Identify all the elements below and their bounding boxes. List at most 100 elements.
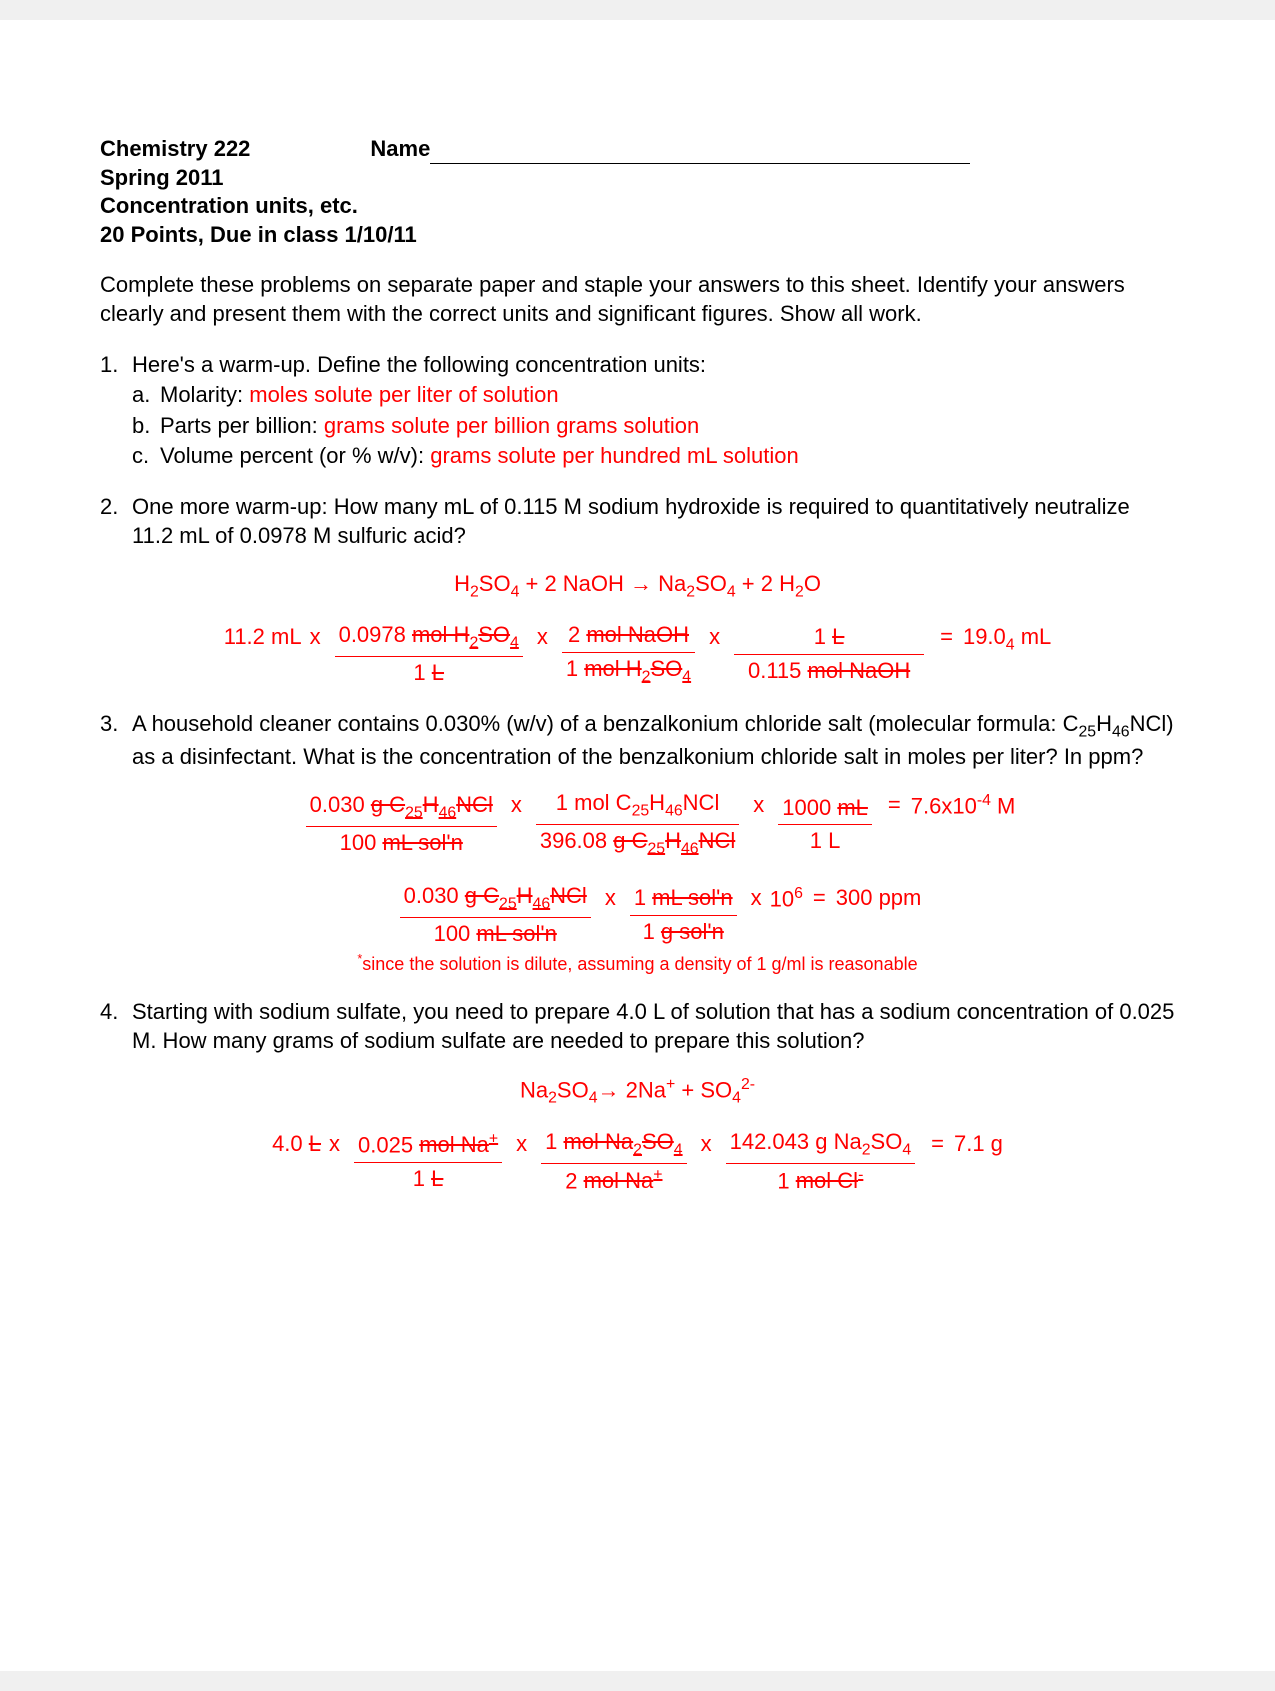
problem-4: 4. Starting with sodium sulfate, you nee… [100, 998, 1175, 1055]
da-numerator: 2 mol NaOH [562, 621, 695, 653]
da-fraction: 1 mL sol'n 1 g sol'n [624, 884, 743, 946]
da-numerator: 1 mol C25H46NCl [536, 789, 739, 825]
da-times: x [745, 789, 772, 820]
da-times: x [597, 882, 624, 913]
t: 25 [405, 805, 423, 822]
da-result: 7.6x10-4 M [911, 789, 1016, 821]
da-numerator: 0.025 mol Na+ [354, 1130, 502, 1163]
t: 19.0 [963, 624, 1006, 649]
t: 142.043 g Na [730, 1129, 862, 1154]
header-row: Chemistry 222 Name [100, 135, 1175, 164]
t: NCl [683, 790, 720, 815]
da-denominator: 1 L [778, 825, 872, 856]
da-times: x [701, 621, 728, 652]
q4-equation: Na2SO4→ 2Na+ + SO42- [100, 1075, 1175, 1109]
problem-1: 1. Here's a warm-up. Define the followin… [100, 351, 1175, 471]
t: 1 [413, 1166, 431, 1191]
t: H [665, 828, 681, 853]
eq-part: + 2 NaOH → Na [519, 571, 686, 596]
t: 0.115 [748, 658, 808, 683]
t: mol Cl [796, 1168, 858, 1193]
da-fraction: 2 mol NaOH 1 mol H2SO4 [556, 621, 701, 688]
t: g C [613, 828, 647, 853]
t: mol H2SO4 [412, 622, 519, 647]
t: 100 [434, 921, 477, 946]
t: L [431, 1166, 443, 1191]
da-fraction: 1 L 0.115 mol NaOH [728, 623, 930, 685]
t: SO [557, 1078, 589, 1103]
da-numerator: 0.0978 mol H2SO4 [335, 621, 523, 657]
problem-number: 3. [100, 710, 132, 772]
da-fraction: 1 mol C25H46NCl 396.08 g C25H46NCl [530, 789, 745, 860]
eq-part: O [804, 571, 821, 596]
q1a-label: Molarity: [160, 382, 249, 407]
points-label: 20 Points, Due in class 1/10/11 [100, 221, 1175, 250]
da-numerator: 1 L [734, 623, 924, 655]
eq-sub: 4 [727, 584, 736, 601]
sub-letter: c. [132, 442, 160, 471]
t: M [991, 794, 1015, 819]
da-equals: = [930, 621, 963, 652]
t: 46 [533, 896, 551, 913]
t: SO [642, 1129, 674, 1154]
t: 10 [770, 887, 794, 912]
t: g C25H46NCl [371, 792, 493, 817]
t: g C25H46NCl [613, 828, 735, 853]
q1b-answer: grams solute per billion grams solution [324, 413, 699, 438]
t: mol NaOH [586, 622, 689, 647]
t: 2 [565, 1168, 583, 1193]
t: 0.030 [310, 792, 371, 817]
t: 1 mol C [556, 790, 632, 815]
problem-body: Starting with sodium sulfate, you need t… [132, 998, 1175, 1055]
t: Na [520, 1078, 548, 1103]
t: 1 [814, 624, 832, 649]
da-term: 106 [770, 882, 803, 914]
da-denominator: 2 mol Na+ [541, 1164, 686, 1196]
t: 4 [589, 1090, 598, 1107]
sub-body: Molarity: moles solute per liter of solu… [160, 381, 1175, 410]
t: mol Na [419, 1132, 489, 1157]
da-denominator: 1 L [354, 1163, 502, 1194]
da-denominator: 1 L [335, 657, 523, 688]
t: mol Na+ [419, 1132, 498, 1157]
da-equals: = [921, 1128, 954, 1159]
name-label: Name [370, 135, 970, 164]
da-numerator: 1 mol Na2SO4 [541, 1128, 686, 1164]
q1a: a. Molarity: moles solute per liter of s… [132, 381, 1175, 410]
da-times: x [743, 882, 770, 913]
t: 4.0 [272, 1131, 309, 1156]
t: 0.030 [404, 883, 465, 908]
q2-equation: H2SO4 + 2 NaOH → Na2SO4 + 2 H2O [100, 570, 1175, 603]
t: SO [871, 1129, 903, 1154]
da-numerator: 0.030 g C25H46NCl [400, 882, 591, 918]
t: mL sol'n [652, 885, 732, 910]
eq-sub: 2 [795, 584, 804, 601]
da-times: x [508, 1128, 535, 1159]
da-fraction: 0.0978 mol H2SO4 1 L [329, 621, 529, 688]
t: SO [650, 656, 682, 681]
da-times: x [693, 1128, 720, 1159]
t: NCl [699, 828, 736, 853]
t: 46 [665, 803, 683, 820]
da-fraction: 0.030 g C25H46NCl 100 mL sol'n [394, 882, 597, 949]
q1b-label: Parts per billion: [160, 413, 324, 438]
eq-part: H [454, 571, 470, 596]
t: NCl [550, 883, 587, 908]
t: H [517, 883, 533, 908]
da-times: x [503, 789, 530, 820]
term-label: Spring 2011 [100, 164, 1175, 193]
da-numerator: 142.043 g Na2SO4 [726, 1128, 916, 1164]
q1a-answer: moles solute per liter of solution [249, 382, 558, 407]
da-fraction: 1000 mL 1 L [772, 794, 878, 856]
da-fraction: 0.025 mol Na+ 1 L [348, 1130, 508, 1194]
t: 25 [648, 841, 666, 858]
problem-3: 3. A household cleaner contains 0.030% (… [100, 710, 1175, 772]
da-denominator: 0.115 mol NaOH [734, 655, 924, 686]
t: mL [837, 795, 868, 820]
t: 0.025 [358, 1132, 419, 1157]
da-start: 11.2 mL [224, 621, 302, 652]
t: 2 [548, 1090, 557, 1107]
t: mol H2SO4 [584, 656, 691, 681]
t: 46 [681, 841, 699, 858]
q4-dimensional-analysis: 4.0 L x 0.025 mol Na+ 1 L x 1 mol Na2SO4… [100, 1128, 1175, 1196]
